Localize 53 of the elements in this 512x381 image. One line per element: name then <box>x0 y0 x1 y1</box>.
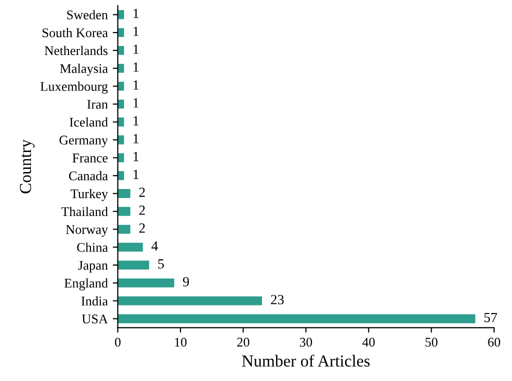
data-label: 1 <box>134 80 138 90</box>
x-tick-label: 60 <box>488 338 500 347</box>
data-label: 4 <box>151 241 158 251</box>
y-tick-label: Luxembourg <box>40 82 108 94</box>
data-label: 1 <box>134 152 138 162</box>
y-axis-title: Country <box>20 139 35 194</box>
y-tick-label: USA <box>82 314 108 324</box>
bar <box>118 206 130 216</box>
y-tick-label: England <box>64 278 108 290</box>
bar <box>118 189 130 198</box>
data-label: 1 <box>134 26 138 36</box>
data-label: 1 <box>134 44 138 54</box>
y-tick-label: Iran <box>87 100 108 109</box>
y-tick-label: Germany <box>59 136 108 148</box>
data-label: 1 <box>134 170 138 179</box>
x-tick-label: 0 <box>114 338 121 347</box>
x-tick-label: 40 <box>362 338 375 347</box>
data-label: 1 <box>134 116 138 126</box>
bar <box>118 296 262 306</box>
data-label: 1 <box>134 134 138 144</box>
bar <box>118 242 143 252</box>
y-tick-label: Iceland <box>70 117 108 127</box>
data-label: 1 <box>134 98 138 108</box>
x-tick-label: 30 <box>300 338 312 347</box>
data-label: 2 <box>139 223 145 233</box>
x-axis-title: Number of Articles <box>242 354 370 367</box>
x-tick-label: 50 <box>426 338 438 347</box>
y-tick-label: Thailand <box>61 206 108 216</box>
bar <box>118 260 150 270</box>
data-label: 2 <box>139 206 145 215</box>
data-label: 57 <box>484 312 498 322</box>
x-tick-label: 20 <box>237 338 250 347</box>
bar <box>118 278 174 288</box>
x-tick-label: 10 <box>175 338 187 347</box>
y-tick-label: Norway <box>66 225 108 237</box>
y-tick-label: France <box>72 154 108 162</box>
data-label: 23 <box>270 294 284 304</box>
data-label: 2 <box>139 188 145 197</box>
bar <box>118 314 476 324</box>
y-tick-label: Netherlands <box>44 46 108 56</box>
data-label: 5 <box>158 259 164 269</box>
y-tick-label: China <box>77 242 108 252</box>
y-tick-label: Malaysia <box>60 64 108 76</box>
y-tick-label: India <box>81 296 108 306</box>
y-tick-label: Sweden <box>67 10 108 20</box>
y-tick-label: Turkey <box>70 188 108 201</box>
y-tick-label: South Korea <box>42 28 108 38</box>
bar <box>118 224 130 234</box>
y-tick-label: Japan <box>78 260 108 272</box>
data-label: 9 <box>182 277 189 286</box>
y-tick-label: Canada <box>69 171 108 180</box>
data-label: 1 <box>134 8 138 18</box>
data-label: 1 <box>134 62 138 72</box>
